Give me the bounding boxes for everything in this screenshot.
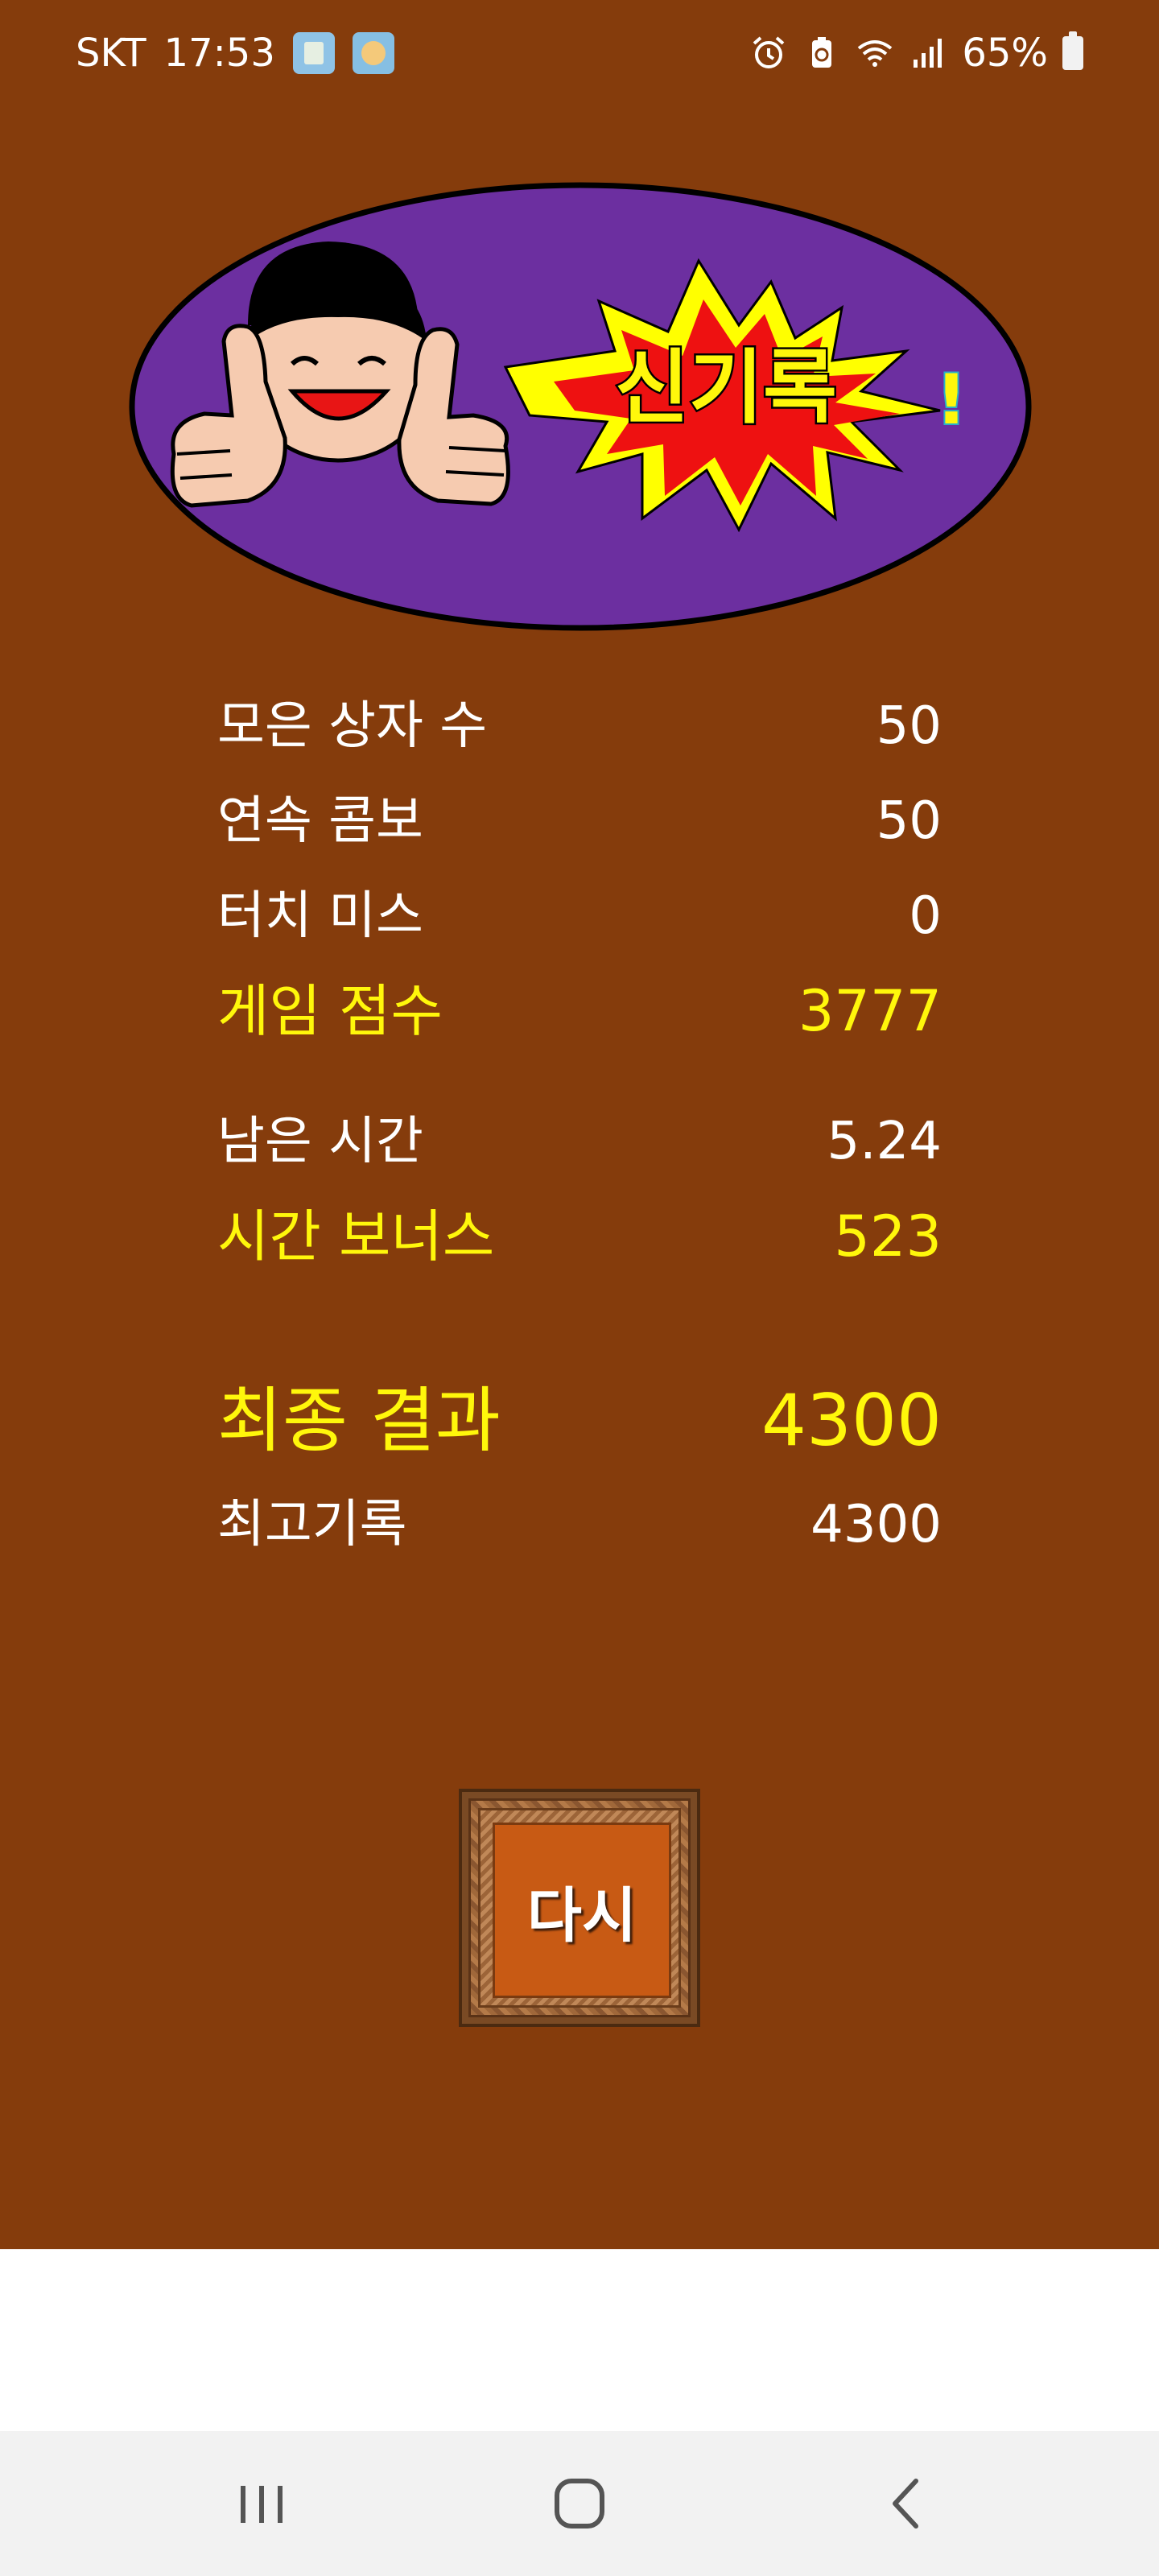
battery-icon — [1062, 31, 1083, 70]
retry-button-face: 다시 — [493, 1823, 671, 1998]
stat-value: 523 — [834, 1203, 942, 1269]
home-button[interactable] — [531, 2463, 628, 2544]
stat-value: 50 — [876, 696, 942, 756]
stat-label: 터치 미스 — [217, 886, 423, 946]
stat-label: 최고기록 — [217, 1495, 407, 1554]
stat-label: 모은 상자 수 — [217, 696, 488, 756]
stat-value: 0 — [909, 886, 942, 946]
stat-value: 5.24 — [827, 1112, 942, 1171]
stat-label: 최종 결과 — [217, 1379, 501, 1462]
status-bar: SKT 17:53 — [0, 0, 1159, 105]
status-left: SKT 17:53 — [76, 29, 394, 77]
wifi-icon — [858, 40, 893, 67]
status-right: 65% — [749, 29, 1083, 77]
retry-button-label: 다시 — [526, 1880, 637, 1951]
home-icon — [555, 2479, 604, 2529]
stat-time-left: 남은 시간 5.24 — [217, 1100, 942, 1174]
new-record-banner: 신기록 ! — [127, 180, 1033, 633]
stat-label: 시간 보너스 — [217, 1203, 495, 1269]
starburst-icon — [503, 258, 941, 533]
stat-time-bonus: 시간 보너스 523 — [217, 1191, 942, 1273]
battery-saver-icon — [812, 37, 832, 68]
stat-value: 4300 — [810, 1495, 942, 1554]
stat-game-score: 게임 점수 3777 — [217, 966, 942, 1047]
banner-text: 신기록 — [615, 341, 837, 435]
recent-apps-button[interactable] — [213, 2463, 310, 2544]
stat-combo: 연속 콤보 50 — [217, 779, 942, 853]
signal-icon — [914, 39, 942, 68]
stat-value: 3777 — [798, 978, 942, 1044]
thumbs-up-character-icon — [170, 242, 510, 508]
carrier-label: SKT — [76, 31, 146, 76]
back-button[interactable] — [860, 2463, 956, 2544]
stat-label: 연속 콤보 — [217, 791, 423, 851]
stat-label: 게임 점수 — [217, 978, 443, 1044]
back-icon — [893, 2479, 918, 2529]
notification-compass-icon — [352, 32, 394, 74]
clock: 17:53 — [163, 31, 275, 76]
stat-label: 남은 시간 — [217, 1112, 423, 1171]
notification-app-icon — [292, 32, 335, 74]
stat-value: 4300 — [761, 1379, 942, 1462]
stat-value: 50 — [876, 791, 942, 851]
stat-boxes-collected: 모은 상자 수 50 — [217, 684, 942, 758]
retry-button[interactable]: 다시 — [459, 1789, 700, 2027]
recent-apps-icon — [241, 2486, 283, 2523]
stat-final-result: 최종 결과 4300 — [217, 1364, 942, 1466]
banner-partial-text: ! — [935, 360, 967, 440]
navigation-bar — [0, 2431, 1159, 2576]
stat-best-record: 최고기록 4300 — [217, 1483, 942, 1557]
game-result-screen: SKT 17:53 — [0, 0, 1159, 2249]
battery-percent: 65% — [962, 31, 1048, 76]
stat-touch-miss: 터치 미스 0 — [217, 874, 942, 948]
banner-illustration: 신기록 ! — [129, 182, 1032, 631]
alarm-icon — [753, 36, 785, 68]
